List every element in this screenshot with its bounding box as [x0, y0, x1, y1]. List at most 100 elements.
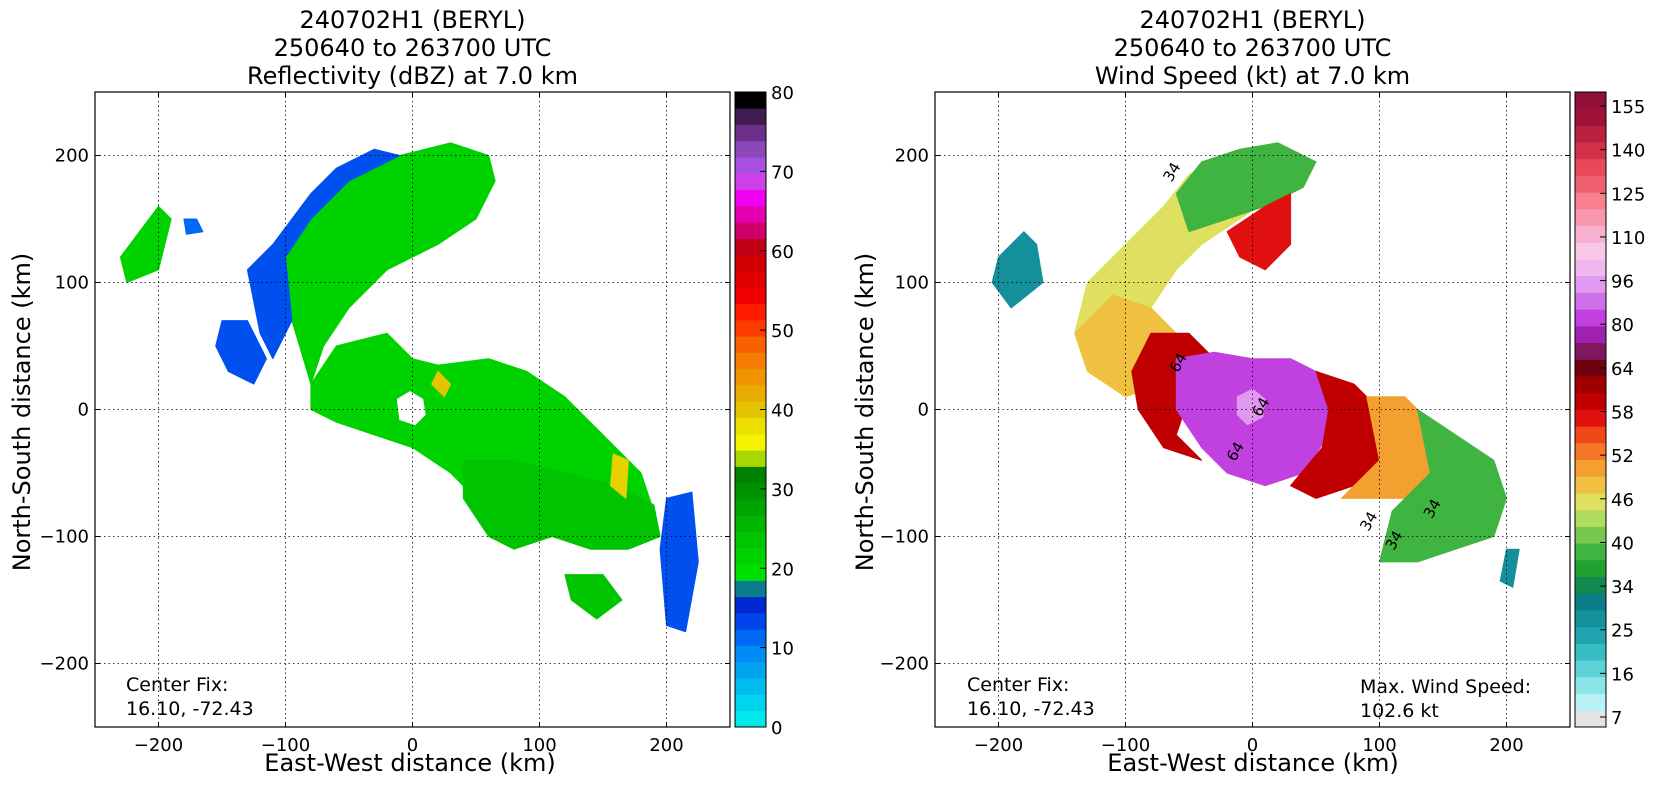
reflectivity-panel: −200 −100 0 100 200 −200 −100 0 100 200 0 10 20 30 40 5… [40, 83, 794, 756]
colorbar-segment [1575, 576, 1606, 594]
right-y-axis-label: North-South distance (km) [851, 253, 879, 572]
right-title-line-2: 250640 to 263700 UTC [1113, 34, 1392, 62]
y-tick-label: 0 [918, 400, 929, 421]
colorbar-segment [1575, 543, 1606, 561]
colorbar-segment [1575, 275, 1606, 293]
colorbar-segment [735, 368, 766, 386]
colorbar-frame [1574, 91, 1607, 728]
colorbar-segment [735, 499, 766, 516]
colorbar-tick-label: 46 [1611, 490, 1634, 511]
colorbar-segment [735, 531, 766, 549]
y-tick-label: 0 [78, 400, 89, 421]
colorbar-segment [1575, 509, 1606, 527]
colorbar-segment [735, 515, 766, 533]
left-center-fix-label: Center Fix: [126, 674, 228, 696]
colorbar-segment [1575, 125, 1606, 143]
colorbar-segment [735, 205, 766, 223]
left-title-line-3: Reflectivity (dBZ) at 7.0 km [247, 62, 578, 90]
colorbar-tick-label: 80 [771, 83, 794, 104]
colorbar-tick-label: 16 [1611, 664, 1634, 685]
region-west-blob [215, 320, 267, 385]
colorbar-segment [735, 238, 766, 256]
x-tick-label: −200 [134, 735, 183, 756]
right-chart-title: 240702H1 (BERYL) 250640 to 263700 UTC Wi… [935, 6, 1570, 90]
left-x-axis-label: East-West distance (km) [264, 749, 555, 777]
colorbar-segment [735, 287, 766, 305]
y-tick-label: 100 [55, 273, 89, 294]
region-southeast-blob [659, 491, 699, 633]
colorbar-tick-label: 25 [1611, 621, 1634, 642]
colorbar-segment [1575, 309, 1606, 327]
colorbar-tick-label: 80 [1611, 315, 1634, 336]
colorbar-segment [1575, 643, 1606, 661]
colorbar-segment [1575, 208, 1606, 227]
colorbar-segment [1575, 660, 1606, 678]
left-center-fix-value: 16.10, -72.43 [126, 698, 254, 720]
colorbar-segment [735, 108, 766, 125]
colorbar-tick-label: 64 [1611, 359, 1634, 380]
left-title-line-1: 240702H1 (BERYL) [299, 6, 526, 34]
storm-field [991, 142, 1520, 588]
right-x-axis-label: East-West distance (km) [1107, 749, 1398, 777]
x-tick-label: −200 [974, 735, 1023, 756]
colorbar-segment [1575, 676, 1606, 694]
region-south-fragment [564, 574, 623, 620]
x-tick-label: −100 [1101, 735, 1150, 756]
region-southeast-teal [1499, 548, 1520, 588]
colorbar-segment [1575, 710, 1606, 728]
right-center-fix-label: Center Fix: [967, 674, 1069, 696]
colorbar-segment [1575, 610, 1606, 628]
storm-field [119, 142, 699, 633]
colorbar-tick-label: 7 [1611, 708, 1622, 729]
colorbar-segment [1575, 626, 1606, 644]
colorbar-segment [735, 450, 766, 467]
colorbar-segment [735, 385, 766, 402]
colorbar-segment [735, 547, 766, 565]
x-tick-label: 200 [1489, 735, 1523, 756]
colorbar-segment [735, 482, 766, 500]
colorbar-segment [735, 629, 766, 646]
x-tick-label: 100 [522, 735, 556, 756]
colorbar-segment [735, 645, 766, 663]
colorbar-tick-label: 34 [1611, 577, 1634, 598]
right-title-line-1: 240702H1 (BERYL) [1139, 6, 1366, 34]
colorbar-segment [735, 319, 766, 337]
colorbar-tick-label: 96 [1611, 272, 1634, 293]
region-far-west [119, 205, 172, 283]
colorbar-segment [1575, 175, 1606, 193]
y-tick-label: −200 [40, 654, 89, 675]
colorbar-segment [735, 254, 766, 272]
colorbar-tick-label: 70 [771, 162, 794, 183]
colorbar-segment [1575, 192, 1606, 210]
colorbar-tick-label: 10 [771, 639, 794, 660]
colorbar-segment [1575, 693, 1606, 711]
colorbar-segment [1575, 476, 1606, 494]
colorbar-tick-label: 20 [771, 559, 794, 580]
colorbar-segment [735, 564, 766, 581]
colorbar-segment [1575, 108, 1606, 126]
colorbar-segment [1575, 242, 1606, 260]
contour-label: 34 [1159, 159, 1184, 185]
right-center-fix-value: 16.10, -72.43 [967, 698, 1095, 720]
colorbar-segment [1575, 158, 1606, 176]
region-northern-arc [285, 142, 496, 385]
y-tick-label: 200 [55, 146, 89, 167]
colorbar-segment [1575, 409, 1606, 427]
colorbar: 0 10 20 30 40 50 60 70 80 [734, 83, 794, 739]
region-north-red [1226, 193, 1292, 271]
colorbar-segment [735, 433, 766, 451]
colorbar-segment [735, 92, 766, 109]
colorbar-segment [735, 661, 766, 679]
colorbar-segment [1575, 342, 1606, 360]
y-tick-label: −200 [880, 654, 929, 675]
colorbar-segment [1575, 92, 1606, 110]
colorbar-tick-label: 40 [1611, 533, 1634, 554]
y-tick-label: −100 [880, 527, 929, 548]
colorbar-segment [735, 189, 766, 207]
colorbar-segment [1575, 526, 1606, 544]
x-tick-label: 100 [1362, 735, 1396, 756]
colorbar-segment [1575, 142, 1606, 160]
left-y-axis-label: North-South distance (km) [8, 253, 36, 572]
y-tick-label: 100 [895, 273, 929, 294]
max-wind-speed-value: 102.6 kt [1360, 700, 1439, 722]
